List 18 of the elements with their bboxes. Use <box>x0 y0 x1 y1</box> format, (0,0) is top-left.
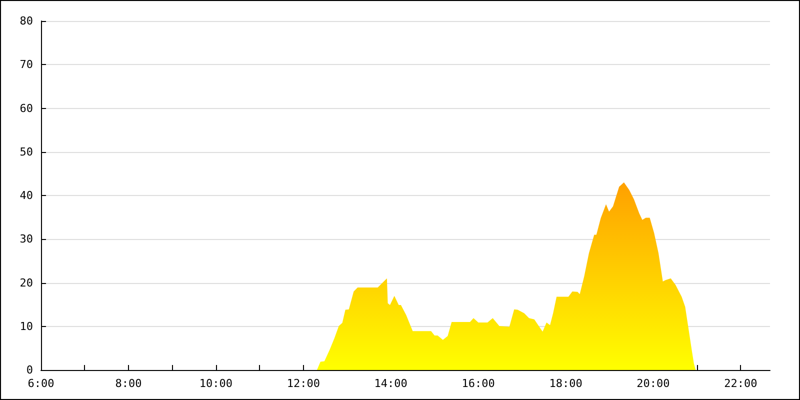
y-tick-label: 60 <box>20 102 33 115</box>
y-tick-label: 10 <box>20 320 33 333</box>
y-tick-label: 80 <box>20 14 33 28</box>
y-tick-label: 20 <box>20 276 33 290</box>
x-tick-label: 6:00 <box>28 377 54 390</box>
y-tick-label: 30 <box>20 232 33 246</box>
x-tick-label: 16:00 <box>462 377 495 390</box>
y-tick-label: 70 <box>20 58 33 72</box>
y-tick-label: 0 <box>26 364 33 376</box>
x-tick-label: 18:00 <box>549 377 582 390</box>
x-tick-label: 10:00 <box>199 377 232 390</box>
x-tick-label: 22:00 <box>724 377 758 390</box>
y-tick-label: 50 <box>20 145 33 158</box>
x-tick-label: 8:00 <box>115 377 142 390</box>
x-tick-label: 14:00 <box>374 377 408 390</box>
x-tick-label: 20:00 <box>636 377 670 390</box>
y-tick-label: 40 <box>20 189 33 202</box>
x-tick-label: 12:00 <box>286 377 320 390</box>
